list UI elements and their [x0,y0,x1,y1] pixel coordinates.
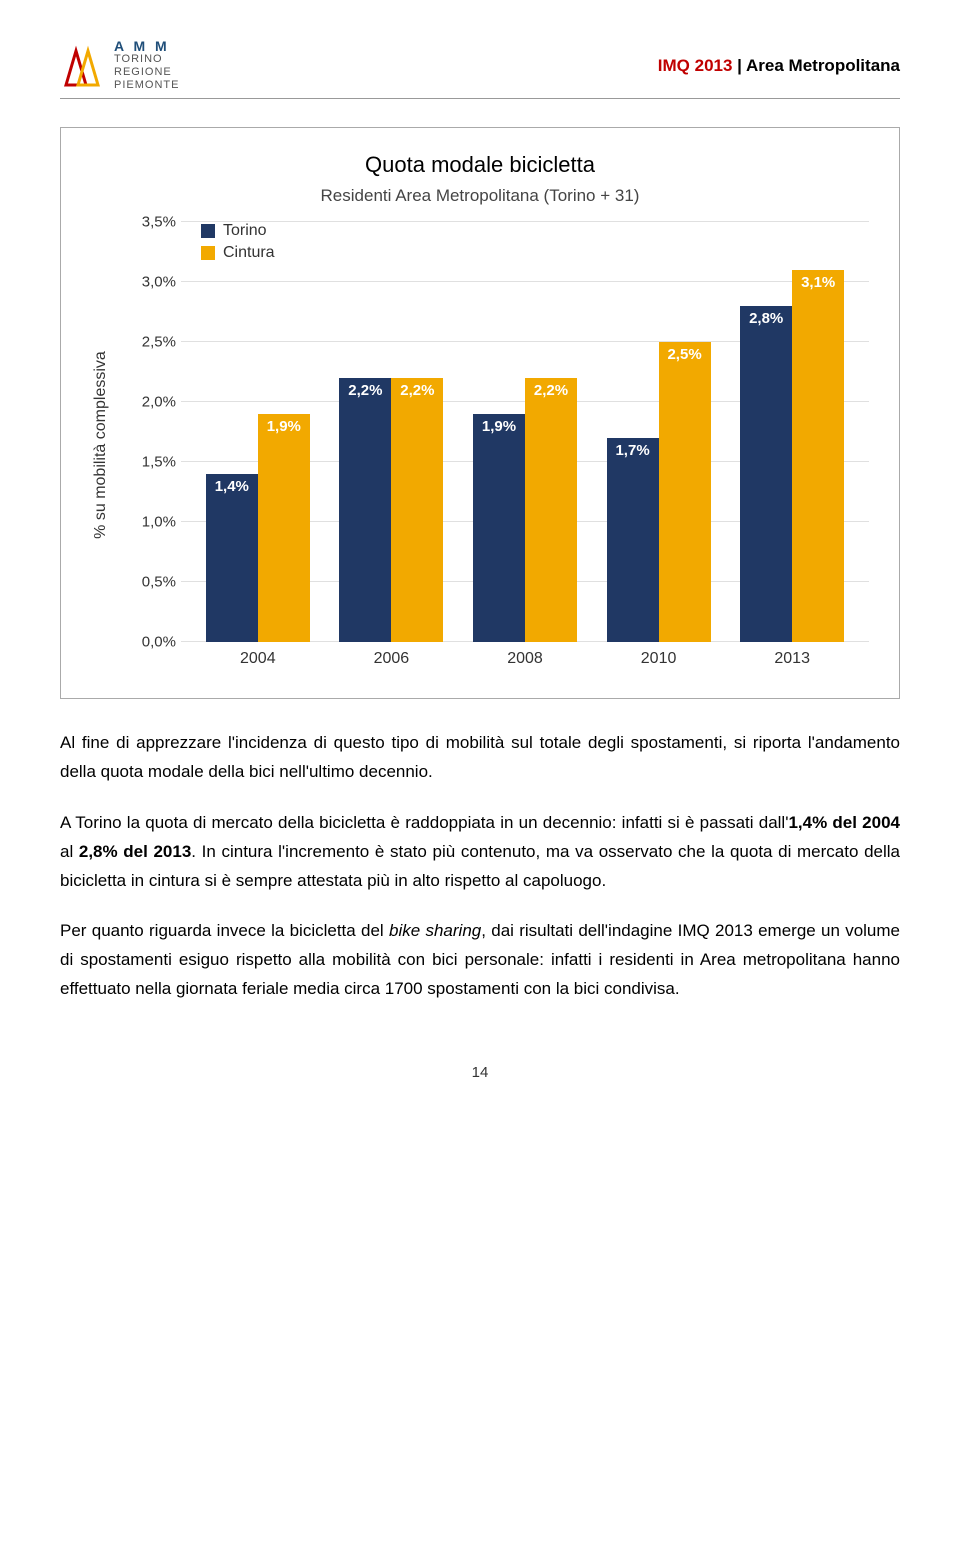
paragraph-2: A Torino la quota di mercato della bicic… [60,809,900,896]
bar-value-label: 3,1% [792,274,844,291]
paragraph-1: Al fine di apprezzare l'incidenza di que… [60,729,900,787]
bar-cintura: 2,5% [659,342,711,642]
x-tick-label: 2008 [473,650,577,668]
page: A M M TORINO REGIONE PIEMONTE IMQ 2013 |… [0,0,960,1141]
bar-group: 2,8% 3,1% [740,270,844,642]
x-tick-label: 2013 [740,650,844,668]
y-tick-label: 1,0% [121,514,176,531]
p3-b: bike sharing [389,921,481,940]
bar-value-label: 2,8% [740,310,792,327]
plot-frame: Torino Cintura 3,5%3,0%2,5%2,0%1,5%1,0%0… [121,222,879,668]
logo-text: A M M TORINO REGIONE PIEMONTE [114,40,179,92]
header-title-red: IMQ 2013 [658,56,733,75]
x-tick-label: 2010 [607,650,711,668]
chart-container: Quota modale bicicletta Residenti Area M… [60,127,900,699]
logo-icon [60,45,104,87]
bar-group: 2,2%2,2% [339,378,443,642]
header-title-rest: Area Metropolitana [746,56,900,75]
header-title: IMQ 2013 | Area Metropolitana [658,56,900,76]
y-tick-label: 2,0% [121,394,176,411]
logo-line-3: PIEMONTE [114,79,179,92]
y-tick-label: 2,5% [121,334,176,351]
bar-torino: 1,4% [206,474,258,642]
p3-a: Per quanto riguarda invece la bicicletta… [60,921,389,940]
y-tick-label: 1,5% [121,454,176,471]
y-axis-label-wrap: % su mobilità complessiva [81,222,121,668]
bar-cintura: 2,2% [391,378,443,642]
chart-area: % su mobilità complessiva Torino Cintura… [81,222,879,668]
p2-b: 1,4% del 2004 [788,813,900,832]
chart-title: Quota modale bicicletta [81,152,879,178]
header-title-sep: | [732,56,746,75]
x-tick-label: 2006 [339,650,443,668]
page-header: A M M TORINO REGIONE PIEMONTE IMQ 2013 |… [60,40,900,99]
logo: A M M TORINO REGIONE PIEMONTE [60,40,179,92]
bar-group: 1,4% 1,9% [206,414,310,642]
logo-line-1: TORINO [114,53,179,66]
bar-value-label: 1,9% [473,418,525,435]
y-tick-label: 3,0% [121,274,176,291]
bar-cintura: 3,1% [792,270,844,642]
bar-cintura: 2,2% [525,378,577,642]
bar-torino: 1,7% [607,438,659,642]
bar-value-label: 1,9% [258,418,310,435]
p2-c: al [60,842,79,861]
p2-a: A Torino la quota di mercato della bicic… [60,813,788,832]
bar-cintura: 1,9% [258,414,310,642]
bar-group: 1,7% 2,5% [607,342,711,642]
bar-value-label: 1,7% [607,442,659,459]
y-axis-label: % su mobilità complessiva [92,351,110,539]
paragraph-3: Per quanto riguarda invece la bicicletta… [60,917,900,1004]
bar-group: 1,9% 2,2% [473,378,577,642]
bar-value-label: 2,5% [659,346,711,363]
plot: 3,5%3,0%2,5%2,0%1,5%1,0%0,5%0,0% 1,4%1,9… [181,222,869,642]
gridline [181,221,869,222]
bar-value-label: 2,2% [391,382,443,399]
bar-value-label: 2,2% [525,382,577,399]
bar-torino: 1,9% [473,414,525,642]
logo-brand: A M M [114,40,179,53]
y-tick-label: 0,5% [121,574,176,591]
bar-value-label: 1,4% [206,478,258,495]
p2-d: 2,8% del 2013 [79,842,191,861]
chart-subtitle: Residenti Area Metropolitana (Torino + 3… [81,186,879,206]
bar-torino: 2,8% [740,306,792,642]
bar-torino: 2,2% [339,378,391,642]
y-ticks: 3,5%3,0%2,5%2,0%1,5%1,0%0,5%0,0% [121,222,176,642]
x-tick-label: 2004 [206,650,310,668]
y-tick-label: 0,0% [121,634,176,651]
logo-line-2: REGIONE [114,66,179,79]
page-number: 14 [60,1064,900,1081]
bar-value-label: 2,2% [339,382,391,399]
y-tick-label: 3,5% [121,214,176,231]
x-labels: 2004 2006 2008 2010 2013 [181,642,869,668]
